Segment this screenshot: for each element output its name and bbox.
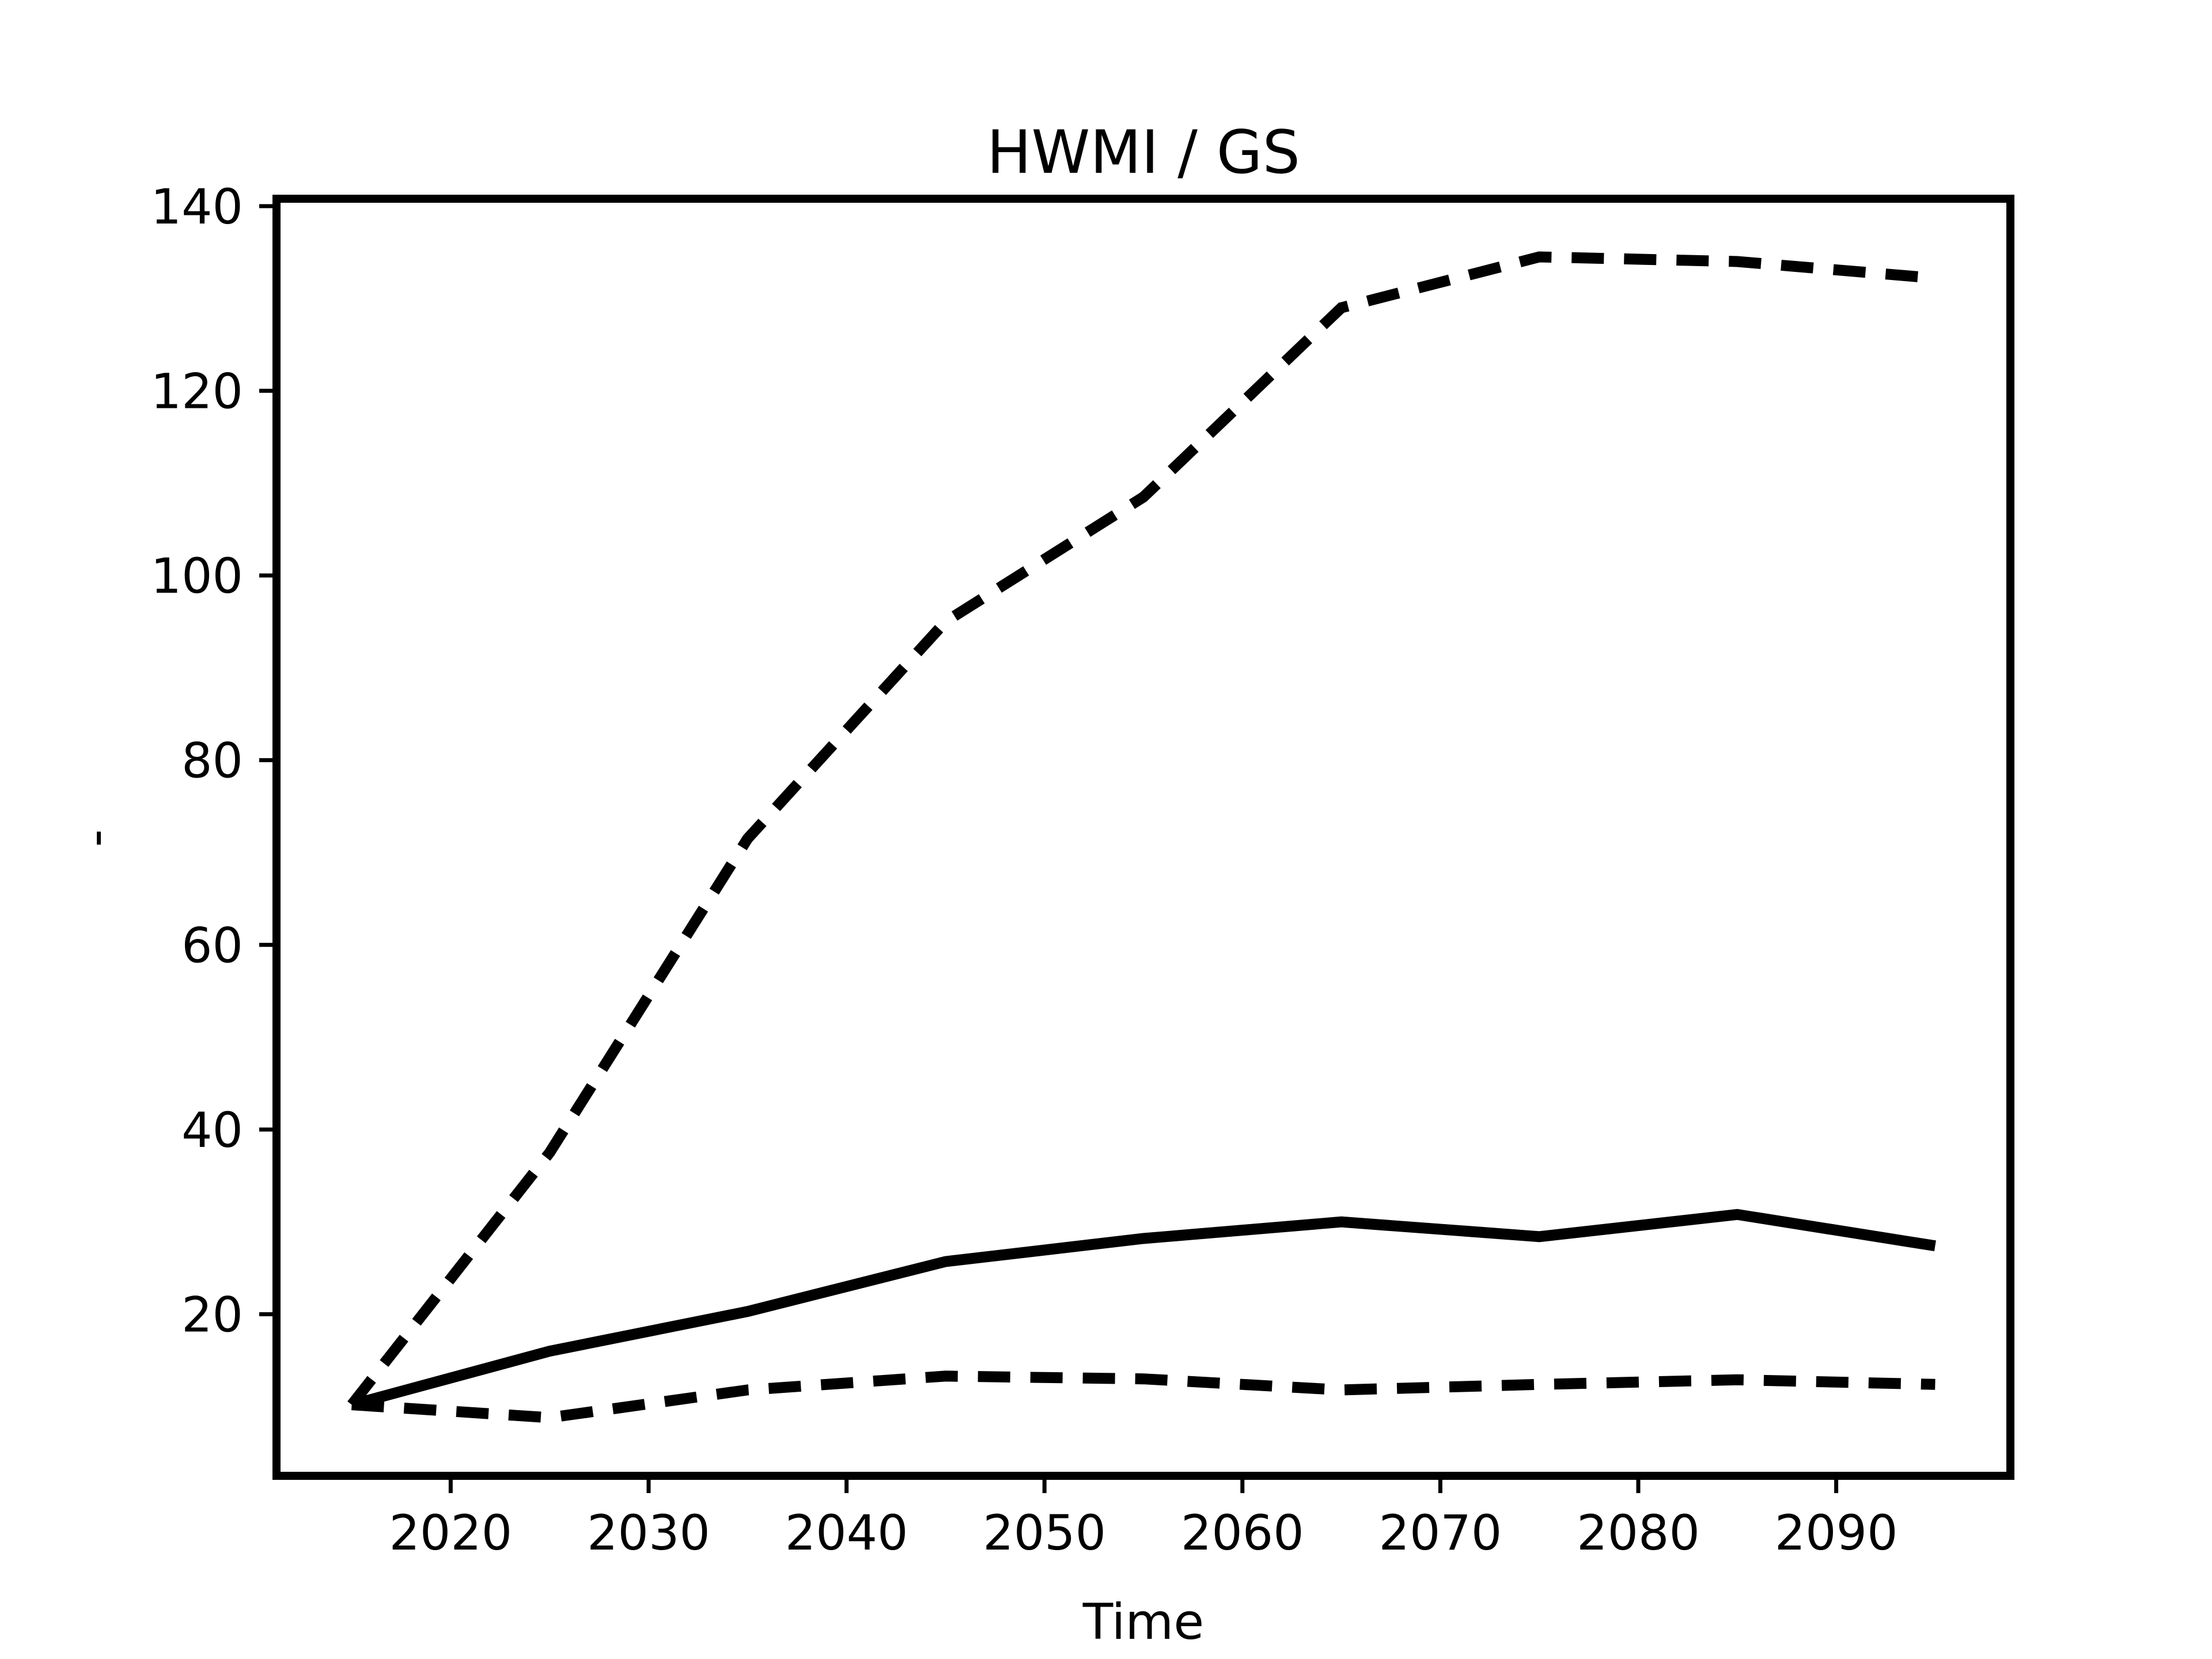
x-tick-label: 2070 [1379,1505,1502,1561]
y-tick-label: 140 [151,179,243,235]
series-line-lower-dashed-min [351,1370,1936,1423]
series-line-solid-mean [350,1209,1936,1410]
x-axis-ticks: 2020 2030 2040 2050 2060 2070 2080 2090 [389,1476,1898,1561]
series-line-upper-dashed-max [347,251,1936,1408]
y-tick-label: 120 [151,363,243,419]
x-tick-label: 2050 [983,1505,1106,1561]
y-tick-label: 20 [181,1286,243,1343]
y-tick-label: 40 [181,1102,243,1158]
plot-area-border [272,195,2014,1480]
data-series [347,251,1936,1423]
x-tick-label: 2030 [587,1505,710,1561]
y-tick-label: 60 [181,917,243,974]
y-tick-label: 80 [181,733,243,789]
x-axis-label: Time [1082,1593,1204,1651]
y-axis-ticks: 20 40 60 80 100 120 140 [151,179,276,1343]
x-tick-label: 2060 [1181,1505,1304,1561]
y-tick-label: 100 [151,548,243,604]
x-tick-label: 2020 [389,1505,512,1561]
x-tick-label: 2090 [1775,1505,1898,1561]
x-tick-label: 2040 [785,1505,908,1561]
y-axis-label: - [67,829,124,847]
chart-title: HWMI / GS [987,118,1300,187]
x-tick-label: 2080 [1577,1505,1700,1561]
